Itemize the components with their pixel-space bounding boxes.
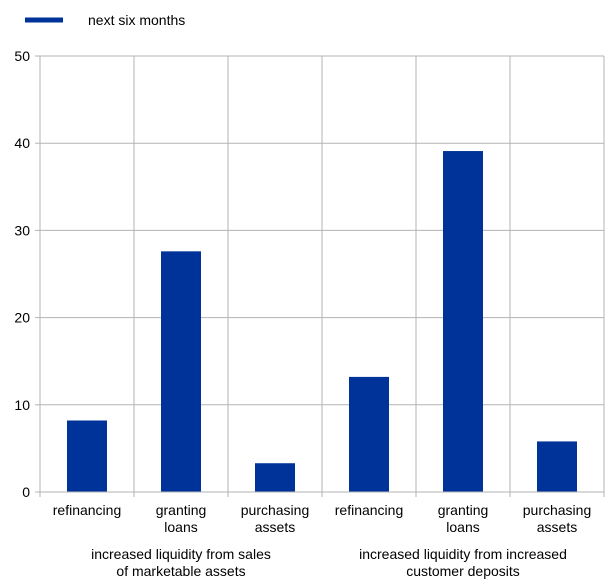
bar — [443, 151, 483, 492]
x-tick-label: granting — [438, 502, 489, 518]
bar — [67, 420, 107, 492]
x-tick-label: loans — [164, 519, 197, 535]
legend: next six months — [25, 12, 185, 28]
group-label: increased liquidity from sales — [91, 546, 271, 562]
x-tick-label: loans — [446, 519, 479, 535]
x-tick-label: purchasing — [241, 502, 310, 518]
x-tick-label: refinancing — [53, 502, 122, 518]
category-labels: refinancing grantingloanspurchasingassets… — [53, 502, 592, 535]
group-label: increased liquidity from increased — [359, 546, 567, 562]
bar — [255, 463, 295, 492]
bar — [161, 251, 201, 492]
group-label: of marketable assets — [116, 563, 245, 579]
y-tick-labels: 0 10 20 30 40 50 — [14, 48, 30, 500]
gridlines — [40, 55, 605, 493]
x-tick-label: assets — [537, 519, 577, 535]
y-tick-label: 20 — [14, 310, 30, 326]
y-tick-label: 10 — [14, 397, 30, 413]
y-tick-label: 50 — [14, 48, 30, 64]
x-tick-label: refinancing — [335, 502, 404, 518]
axes — [35, 55, 605, 497]
x-tick-label: assets — [255, 519, 295, 535]
y-tick-label: 40 — [14, 135, 30, 151]
bars — [67, 151, 577, 492]
bar — [349, 376, 389, 492]
x-tick-label: granting — [156, 502, 207, 518]
y-tick-label: 0 — [22, 484, 30, 500]
bar — [537, 441, 577, 492]
x-tick-label: purchasing — [523, 502, 592, 518]
group-label: customer deposits — [406, 563, 520, 579]
y-tick-label: 30 — [14, 222, 30, 238]
legend-label: next six months — [88, 12, 185, 28]
